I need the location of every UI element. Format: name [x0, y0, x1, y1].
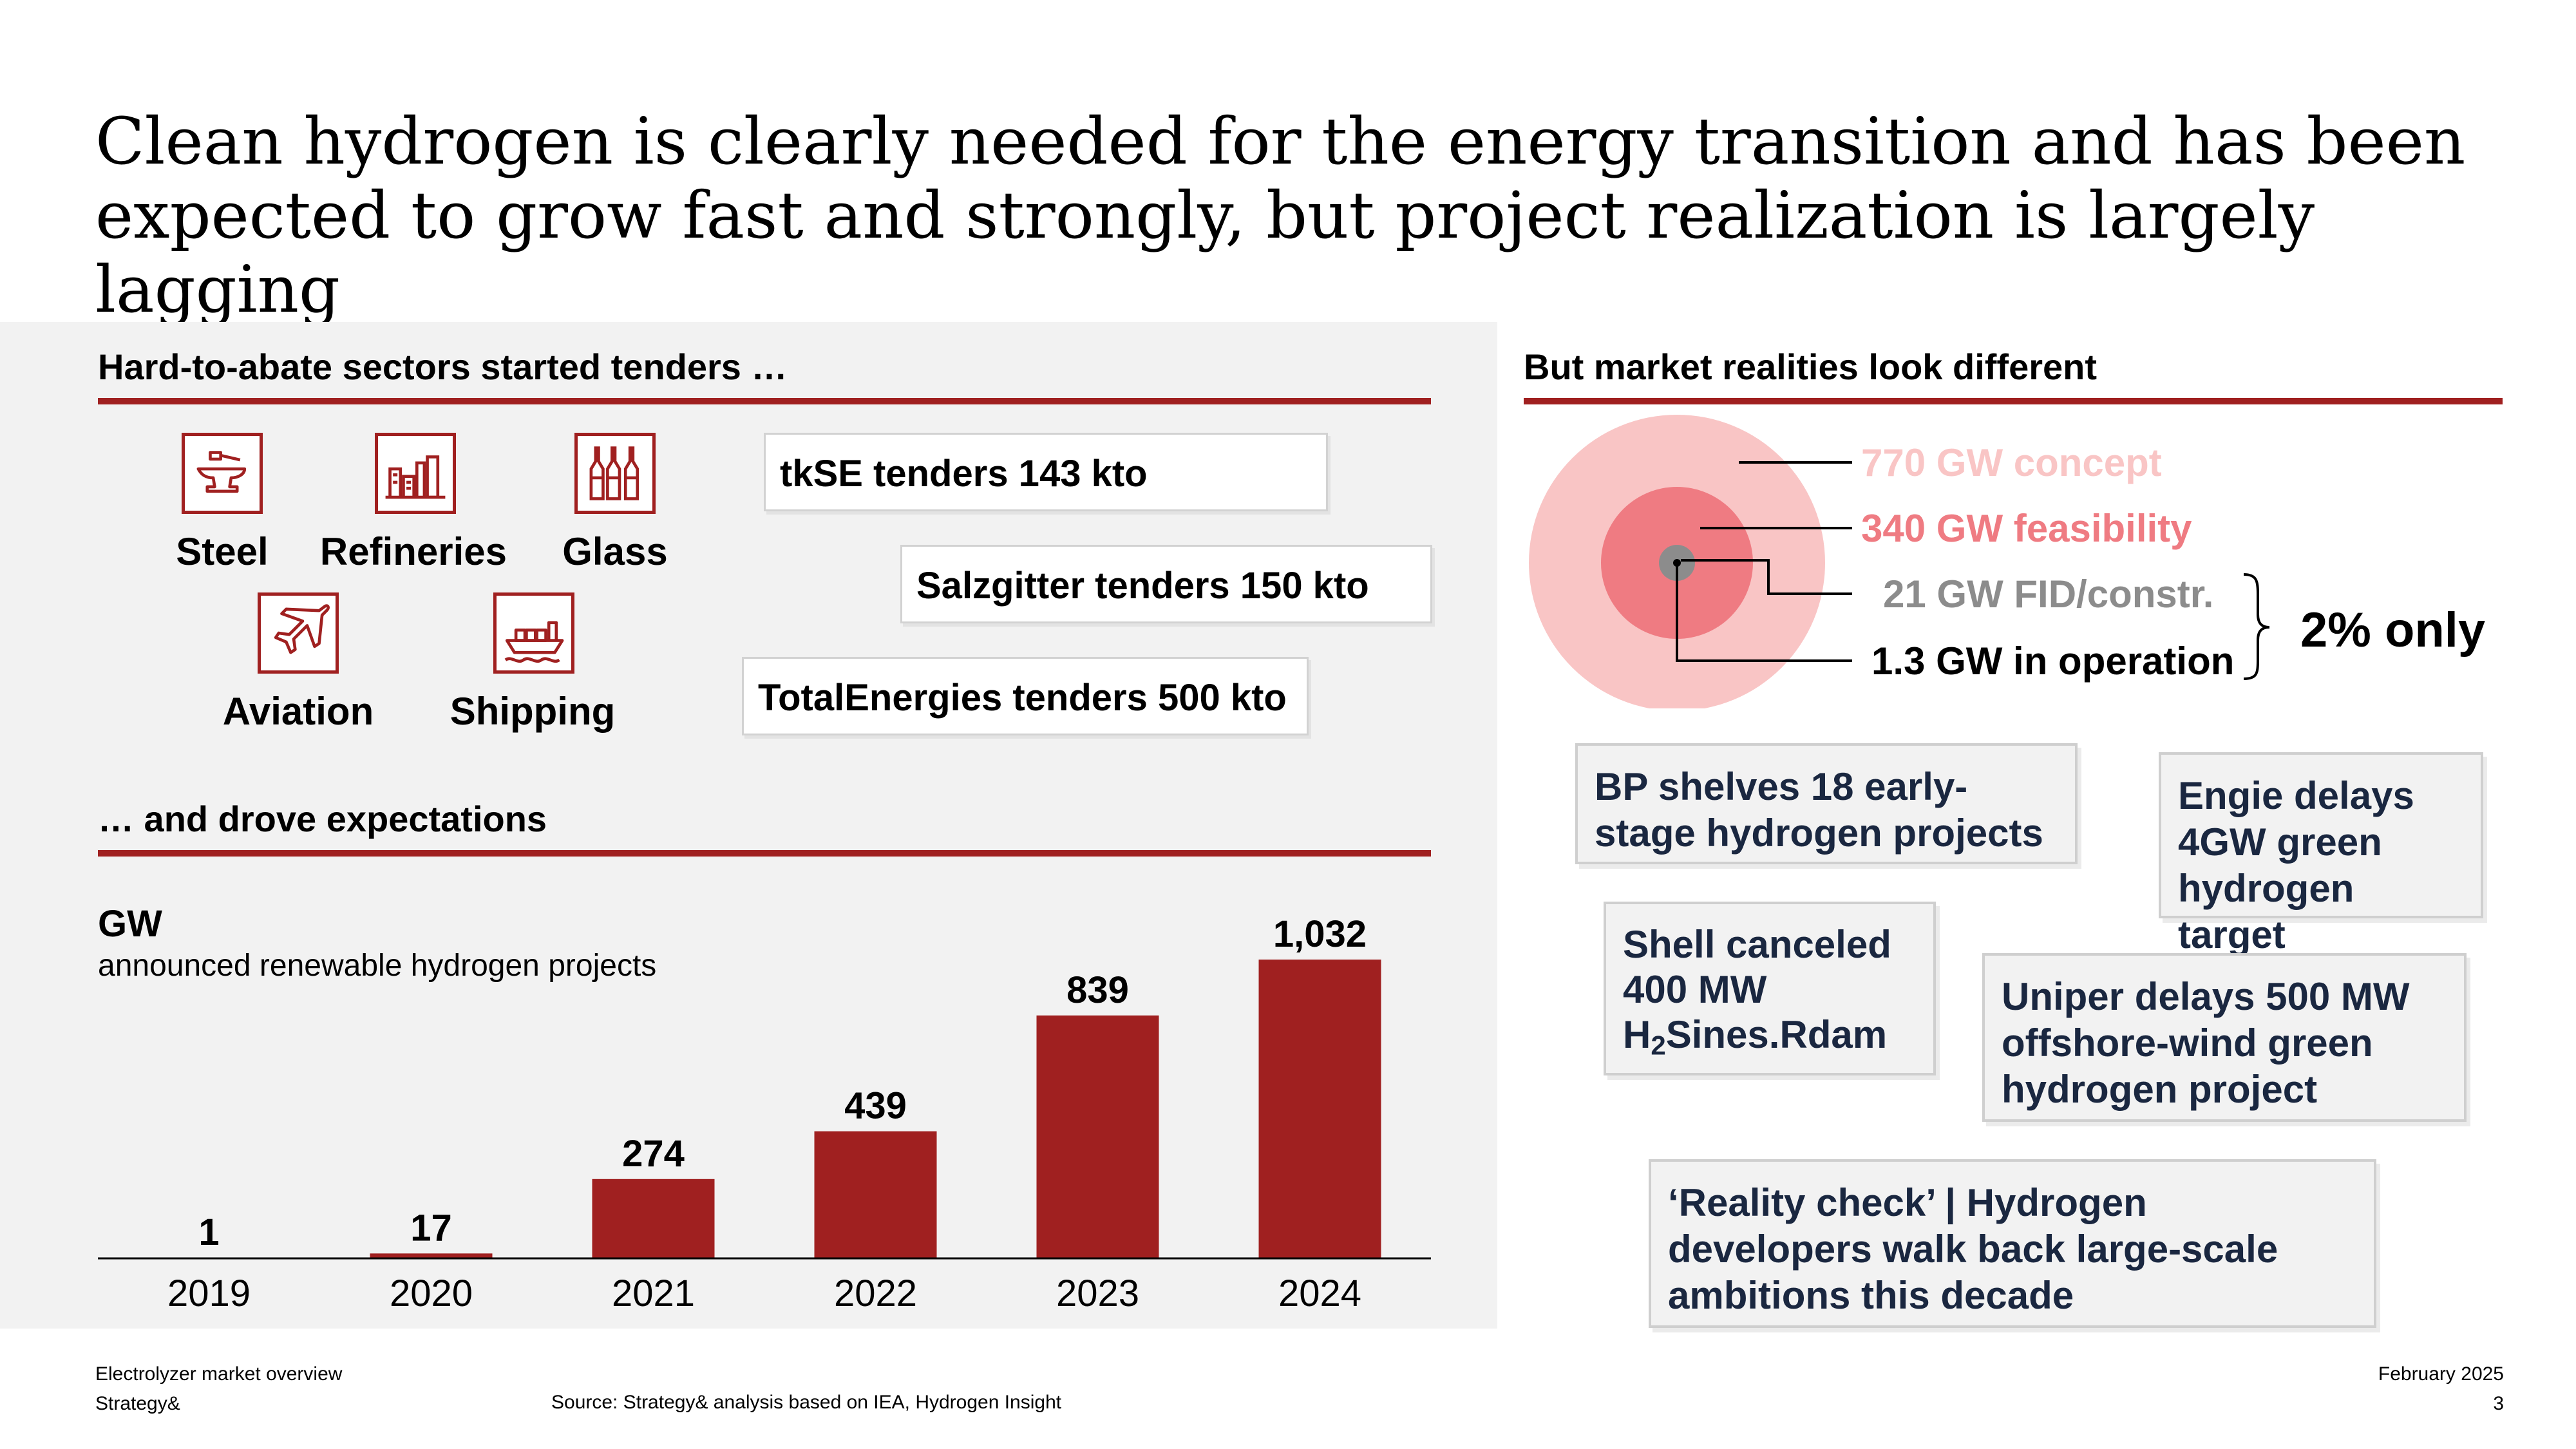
expectations-heading-rule — [98, 850, 1431, 857]
news-card-bp: BP shelves 18 early-stage hydrogen proje… — [1575, 743, 2078, 864]
bar-value-label-2019: 1 — [198, 1211, 219, 1253]
footer-brand: Strategy& — [95, 1393, 180, 1414]
funnel-operation-label: 1.3 GW in operation — [1871, 639, 2235, 683]
news-card-uniper: Uniper delays 500 MW offshore-wind green… — [1982, 953, 2467, 1122]
bar-chart: 1 2019 17 2020 274 2021 439 2022 839 2023 1,032 202… — [98, 913, 1431, 1314]
funnel-concept-label: 770 GW concept — [1861, 441, 2162, 484]
bar-value-label-2021: 274 — [622, 1133, 685, 1175]
news-bp-text: BP shelves 18 early-stage hydrogen proje… — [1595, 765, 2043, 855]
tender-salzgitter-text: Salzgitter tenders 150 kto — [916, 565, 1369, 607]
sectors-heading-rule — [98, 398, 1431, 404]
news-shell-line1: Shell canceled — [1623, 923, 1891, 966]
tender-card-salzgitter: Salzgitter tenders 150 kto — [900, 545, 1432, 623]
x-tick-label-2020: 2020 — [390, 1273, 473, 1314]
airplane-icon — [258, 592, 339, 674]
footer-page-number: 3 — [2493, 1393, 2504, 1414]
funnel-fid-label: 21 GW FID/constr. — [1883, 573, 2214, 616]
glass-bottles-icon — [574, 433, 656, 514]
news-shell-line2: 400 MW — [1623, 968, 1767, 1011]
news-shell-rest: Sines.Rdam — [1665, 1013, 1888, 1056]
bar-value-label-2023: 839 — [1066, 969, 1129, 1011]
bar-2024 — [1258, 960, 1381, 1258]
news-shell-h: H — [1623, 1013, 1651, 1056]
chart-subtitle: announced renewable hydrogen projects — [98, 949, 657, 983]
slide-title: Clean hydrogen is clearly needed for the… — [95, 104, 2543, 327]
sector-label-refineries: Refineries — [319, 530, 507, 573]
chart-unit: GW — [98, 903, 162, 945]
x-tick-label-2021: 2021 — [612, 1273, 695, 1314]
sector-label-glass: Glass — [562, 530, 668, 573]
news-card-reality-check: ‘Reality check’ | Hydrogen developers wa… — [1649, 1159, 2376, 1328]
share-brace — [2243, 573, 2270, 680]
tender-card-totalenergies: TotalEnergies tenders 500 kto — [742, 657, 1309, 735]
news-engie-text: Engie delays 4GW green hydrogen target — [2178, 774, 2414, 956]
sector-label-shipping: Shipping — [450, 690, 616, 733]
footer-doc-title: Electrolyzer market overview — [95, 1363, 343, 1385]
news-uniper-text: Uniper delays 500 MW offshore-wind green… — [2002, 975, 2410, 1111]
footer-source: Source: Strategy& analysis based on IEA,… — [551, 1392, 1062, 1413]
tender-totalenergies-text: TotalEnergies tenders 500 kto — [758, 677, 1287, 719]
bar-2022 — [814, 1131, 937, 1258]
funnel-feasibility-label: 340 GW feasibility — [1861, 507, 2192, 550]
sector-label-aviation: Aviation — [222, 690, 374, 733]
expectations-heading: … and drove expectations — [98, 799, 547, 839]
tender-card-tkse: tkSE tenders 143 kto — [764, 433, 1328, 511]
operation-leader — [1676, 563, 1852, 662]
bar-2021 — [592, 1179, 715, 1258]
x-tick-label-2023: 2023 — [1056, 1273, 1139, 1314]
project-funnel — [1529, 415, 2270, 708]
news-shell-subscript: 2 — [1651, 1030, 1666, 1061]
news-card-engie: Engie delays 4GW green hydrogen target — [2159, 752, 2483, 956]
news-card-shell: Shell canceled 400 MW H2Sines.Rdam — [1604, 902, 1936, 1075]
bar-value-label-2022: 439 — [844, 1085, 907, 1127]
share-label: 2% only — [2300, 603, 2486, 658]
bar-value-label-2020: 17 — [410, 1207, 452, 1249]
sectors-heading: Hard-to-abate sectors started tenders … — [98, 346, 788, 387]
x-tick-label-2024: 2024 — [1278, 1273, 1361, 1314]
tender-tkse-text: tkSE tenders 143 kto — [780, 453, 1148, 495]
bar-value-label-2024: 1,032 — [1273, 913, 1367, 955]
ship-icon — [493, 592, 574, 674]
footer-date: February 2025 — [2378, 1363, 2504, 1385]
anvil-icon — [182, 433, 263, 514]
x-tick-label-2019: 2019 — [167, 1273, 251, 1314]
refinery-icon — [375, 433, 456, 514]
slide-title-line2: expected to grow fast and strongly, but … — [95, 178, 2315, 327]
bar-2023 — [1036, 1015, 1159, 1258]
realities-heading-rule — [1524, 398, 2503, 404]
fid-leader — [1681, 559, 1852, 595]
news-reality-text: ‘Reality check’ | Hydrogen developers wa… — [1668, 1181, 2278, 1317]
sector-label-steel: Steel — [176, 530, 269, 573]
slide-title-line1: Clean hydrogen is clearly needed for the… — [95, 104, 2466, 179]
news-shell-line3: H2Sines.Rdam — [1623, 1012, 1917, 1068]
bar-2020 — [370, 1253, 493, 1258]
x-tick-label-2022: 2022 — [834, 1273, 917, 1314]
realities-heading: But market realities look different — [1524, 346, 2098, 387]
